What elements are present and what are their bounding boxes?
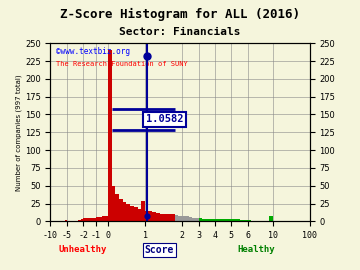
Bar — [199, 218, 202, 221]
Bar — [126, 204, 130, 221]
Bar — [208, 219, 212, 221]
Bar — [78, 220, 81, 221]
Bar — [195, 218, 199, 221]
Bar — [231, 219, 240, 221]
Bar — [240, 220, 248, 221]
Bar — [269, 216, 273, 221]
Text: Z-Score Histogram for ALL (2016): Z-Score Histogram for ALL (2016) — [60, 8, 300, 21]
Bar — [175, 215, 178, 221]
Bar — [81, 218, 83, 221]
Bar — [141, 201, 145, 221]
Bar — [215, 219, 223, 221]
Bar — [102, 217, 108, 221]
Bar — [178, 216, 182, 221]
Text: ©www.textbiz.org: ©www.textbiz.org — [55, 47, 130, 56]
Bar — [182, 216, 185, 221]
Bar — [96, 217, 102, 221]
Text: Unhealthy: Unhealthy — [58, 245, 107, 254]
Text: The Research Foundation of SUNY: The Research Foundation of SUNY — [55, 61, 187, 67]
Bar — [112, 186, 115, 221]
Bar — [248, 220, 251, 221]
Bar — [223, 219, 231, 221]
Bar — [192, 218, 195, 221]
Text: Sector: Financials: Sector: Financials — [119, 27, 241, 37]
Bar — [119, 199, 123, 221]
Bar — [149, 211, 152, 221]
Bar — [167, 214, 171, 221]
Bar — [163, 214, 167, 221]
Y-axis label: Number of companies (997 total): Number of companies (997 total) — [15, 74, 22, 191]
Bar — [65, 220, 67, 221]
Bar — [185, 217, 189, 221]
Bar — [108, 50, 112, 221]
Bar — [145, 211, 149, 221]
Bar — [134, 207, 138, 221]
Bar — [138, 209, 141, 221]
Bar — [90, 218, 96, 221]
Bar — [212, 219, 215, 221]
Bar — [156, 213, 160, 221]
Text: 1.0582: 1.0582 — [146, 114, 183, 124]
Bar — [123, 202, 126, 221]
Bar — [202, 218, 205, 221]
Bar — [115, 194, 119, 221]
Bar — [205, 218, 208, 221]
Bar — [152, 212, 156, 221]
Bar — [171, 214, 175, 221]
Bar — [160, 214, 163, 221]
Bar — [189, 217, 192, 221]
Text: Healthy: Healthy — [237, 245, 275, 254]
Bar — [83, 218, 90, 221]
Text: Score: Score — [145, 245, 174, 255]
Bar — [130, 207, 134, 221]
